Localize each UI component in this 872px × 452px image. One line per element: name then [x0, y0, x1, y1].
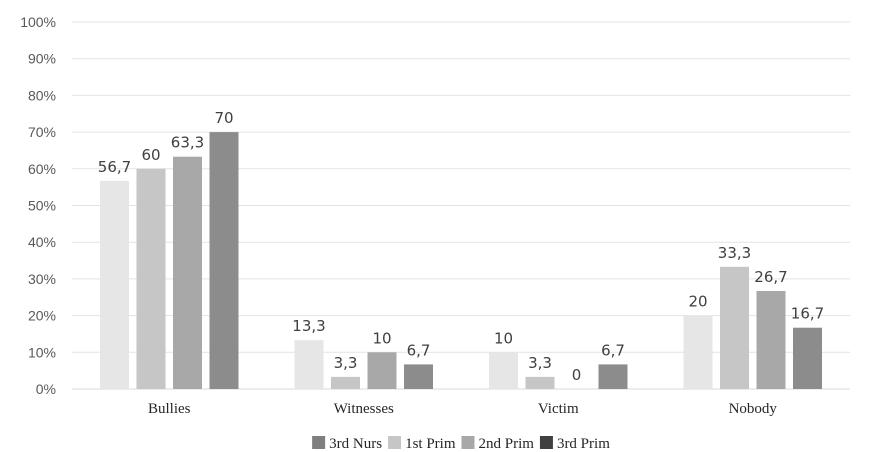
- data-label: 6,7: [601, 341, 625, 359]
- legend-label: 1st Prim: [405, 436, 456, 452]
- legend-swatch: [312, 436, 326, 449]
- x-tick-label: Bullies: [148, 401, 191, 417]
- data-label: 33,3: [718, 244, 751, 262]
- x-tick-label: Nobody: [729, 401, 778, 417]
- legend-swatch: [388, 436, 402, 449]
- y-tick-label: 0%: [36, 381, 56, 397]
- bar: [404, 364, 433, 389]
- data-label: 3,3: [334, 354, 358, 372]
- y-tick-label: 60%: [28, 161, 56, 177]
- legend: 3rd Nurs 1st Prim 2nd Prim 3rd Prim: [312, 436, 610, 452]
- y-tick-label: 90%: [28, 51, 56, 67]
- bar: [367, 352, 397, 389]
- bar: [489, 352, 518, 389]
- bar: [683, 315, 713, 389]
- data-label: 10: [372, 329, 391, 347]
- y-tick-label: 40%: [28, 234, 56, 250]
- bar: [793, 327, 822, 389]
- bar: [525, 376, 555, 389]
- legend-swatch: [539, 436, 553, 449]
- data-label: 16,7: [791, 305, 824, 323]
- x-tick-label: Victim: [538, 401, 579, 417]
- legend-item: 1st Prim: [388, 436, 456, 452]
- legend-label: 3rd Prim: [557, 436, 610, 452]
- legend-item: 2nd Prim: [461, 436, 535, 452]
- bar: [136, 168, 166, 389]
- y-tick-label: 10%: [28, 344, 56, 360]
- y-tick-label: 20%: [28, 308, 56, 324]
- data-label: 10: [494, 329, 513, 347]
- data-label: 70: [214, 109, 233, 127]
- x-tick-label: Witnesses: [334, 401, 394, 417]
- legend-label: 2nd Prim: [479, 436, 535, 452]
- y-axis-tick-labels: 0% 10% 20% 30% 40% 50% 60% 70% 80% 90% 100%: [20, 14, 56, 397]
- bar: [598, 364, 628, 389]
- legend-item: 3rd Nurs: [312, 436, 382, 452]
- y-tick-label: 50%: [28, 198, 56, 214]
- data-label: 60: [141, 146, 160, 164]
- bar: [100, 180, 129, 389]
- y-tick-label: 100%: [20, 14, 56, 30]
- y-tick-label: 30%: [28, 271, 56, 287]
- data-label: 3,3: [528, 354, 552, 372]
- bar: [720, 266, 749, 389]
- data-label: 26,7: [754, 268, 787, 286]
- data-label: 56,7: [98, 158, 131, 176]
- data-labels: 56,7 60 63,3 70 13,3 3,3 10 6,7 10 3,3 0 6,7 20 33,32…: [98, 109, 824, 384]
- bar: [331, 376, 360, 389]
- bars: [100, 132, 822, 389]
- bar: [756, 291, 786, 389]
- y-tick-label: 70%: [28, 124, 56, 140]
- legend-item: 3rd Prim: [539, 436, 610, 452]
- data-label: 20: [688, 293, 707, 311]
- x-axis-tick-labels: Bullies Witnesses Victim Nobody: [148, 401, 777, 417]
- y-tick-label: 80%: [28, 87, 56, 103]
- data-label: 13,3: [292, 317, 325, 335]
- data-label: 6,7: [407, 341, 431, 359]
- bar: [294, 340, 324, 389]
- data-label: 0: [572, 366, 582, 384]
- bar: [173, 156, 202, 389]
- data-label: 63,3: [171, 134, 204, 152]
- legend-swatch: [461, 436, 475, 449]
- bar: [209, 132, 239, 389]
- legend-label: 3rd Nurs: [329, 436, 382, 452]
